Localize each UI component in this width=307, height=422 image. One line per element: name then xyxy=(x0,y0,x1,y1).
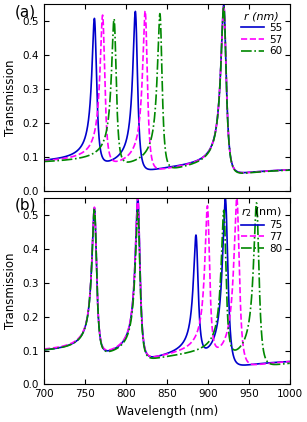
Line: 55: 55 xyxy=(44,5,290,173)
60 xyxy=(288,168,292,173)
77 xyxy=(90,248,94,253)
77 xyxy=(52,345,56,350)
75 xyxy=(242,362,246,368)
77 xyxy=(288,359,292,364)
75 xyxy=(42,347,46,352)
80 xyxy=(52,346,56,351)
80 xyxy=(90,249,94,254)
75 xyxy=(43,347,47,352)
80 xyxy=(162,354,166,360)
55 xyxy=(90,59,94,64)
57 xyxy=(275,168,279,173)
55 xyxy=(222,3,226,8)
60 xyxy=(42,159,46,164)
75 xyxy=(288,359,292,364)
57 xyxy=(42,158,46,163)
75 xyxy=(90,249,94,254)
Legend: 75, 77, 80: 75, 77, 80 xyxy=(239,203,285,256)
Y-axis label: Transmission: Transmission xyxy=(4,253,17,330)
57 xyxy=(52,157,56,162)
75 xyxy=(52,346,56,351)
Text: (a): (a) xyxy=(15,4,36,19)
75 xyxy=(57,345,60,350)
57 xyxy=(57,157,60,162)
60 xyxy=(90,151,94,157)
80 xyxy=(43,347,47,352)
55 xyxy=(162,165,166,170)
57 xyxy=(90,138,94,143)
55 xyxy=(42,157,46,162)
77 xyxy=(136,195,140,200)
60 xyxy=(57,158,60,163)
60 xyxy=(241,170,245,176)
55 xyxy=(52,156,56,161)
Line: 75: 75 xyxy=(44,198,290,365)
Line: 80: 80 xyxy=(44,203,290,365)
77 xyxy=(57,344,60,349)
77 xyxy=(43,346,47,352)
55 xyxy=(275,168,279,173)
60 xyxy=(52,158,56,163)
57 xyxy=(162,166,166,171)
Text: (b): (b) xyxy=(15,198,36,213)
Y-axis label: Transmission: Transmission xyxy=(4,59,17,135)
57 xyxy=(43,158,47,163)
Line: 77: 77 xyxy=(44,197,290,365)
80 xyxy=(275,362,279,367)
Legend: 55, 57, 60: 55, 57, 60 xyxy=(239,9,285,58)
77 xyxy=(162,352,166,357)
55 xyxy=(43,157,47,162)
80 xyxy=(288,361,292,366)
75 xyxy=(136,195,140,200)
57 xyxy=(222,3,226,8)
60 xyxy=(43,159,47,164)
80 xyxy=(42,347,46,352)
75 xyxy=(275,360,279,365)
Line: 57: 57 xyxy=(44,5,290,173)
77 xyxy=(275,360,279,365)
60 xyxy=(222,3,226,8)
X-axis label: Wavelength (nm): Wavelength (nm) xyxy=(116,405,218,418)
Line: 60: 60 xyxy=(44,6,290,173)
60 xyxy=(275,168,279,173)
80 xyxy=(255,200,258,206)
80 xyxy=(57,346,60,351)
75 xyxy=(162,352,166,357)
77 xyxy=(42,346,46,352)
55 xyxy=(288,167,292,172)
60 xyxy=(162,133,166,138)
55 xyxy=(57,156,60,161)
57 xyxy=(288,168,292,173)
77 xyxy=(253,362,257,367)
57 xyxy=(241,170,245,175)
80 xyxy=(273,362,277,367)
55 xyxy=(241,170,245,175)
